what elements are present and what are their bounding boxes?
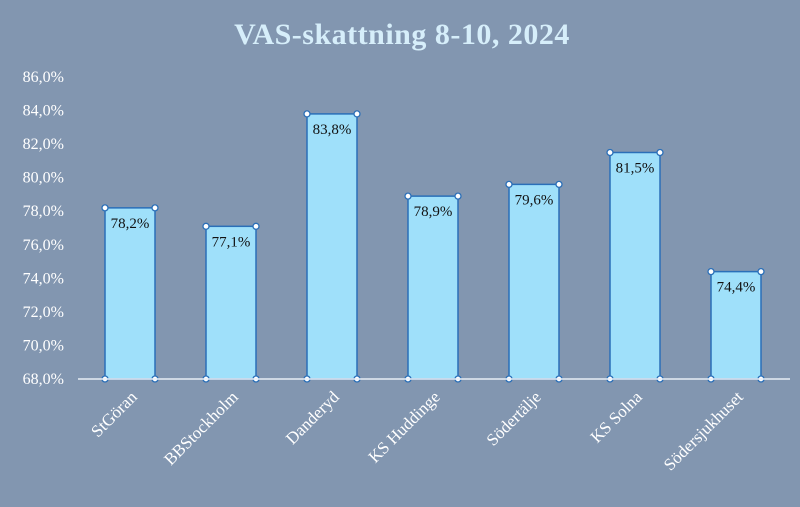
y-tick-label: 76,0%: [23, 237, 64, 254]
bar: [407, 195, 459, 380]
data-label: 78,9%: [414, 204, 453, 220]
x-tick-label: StGöran: [87, 387, 141, 441]
bars: 78,2% 77,1% 83,8% 78,9% 79,6% 81,5% 74,4%: [101, 110, 765, 383]
bar-corner-handle: [353, 110, 361, 118]
chart-title: VAS-skattning 8-10, 2024: [234, 18, 570, 51]
data-label: 81,5%: [616, 161, 655, 177]
bar-corner-handle: [404, 192, 412, 200]
bar-corner-handle: [101, 204, 109, 212]
data-label: 78,2%: [111, 216, 150, 232]
bar-corner-handle: [151, 204, 159, 212]
data-label: 79,6%: [515, 192, 554, 208]
x-tick-label: BBStockholm: [160, 387, 242, 469]
y-tick-label: 78,0%: [23, 203, 64, 220]
data-label: 74,4%: [717, 280, 756, 296]
bar-corner-handle: [252, 222, 260, 230]
bar-corner-handle: [555, 180, 563, 189]
x-tick-label: Södersjukhuset: [660, 387, 747, 474]
bar: [609, 151, 661, 380]
bar: [104, 207, 156, 380]
bar-corner-handle: [454, 192, 462, 200]
x-tick-label: Danderyd: [282, 387, 343, 448]
x-axis: StGöran BBStockholm Danderyd KS Huddinge Söd…: [78, 378, 790, 474]
data-label: 77,1%: [212, 234, 251, 250]
data-label: 83,8%: [313, 122, 352, 138]
y-tick-label: 74,0%: [23, 270, 64, 287]
y-tick-label: 80,0%: [23, 170, 64, 187]
y-tick-label: 84,0%: [23, 103, 64, 120]
y-tick-label: 68,0%: [23, 371, 64, 388]
bar-corner-handle: [707, 267, 715, 276]
bar-corner-handle: [303, 110, 311, 118]
x-tick-label: KS Solna: [587, 387, 647, 447]
bar-corner-handle: [757, 267, 765, 276]
bar: [508, 183, 560, 380]
y-axis: 68,0% 70,0% 72,0% 74,0% 76,0% 78,0% 80,0% 82,0%…: [23, 69, 64, 388]
y-tick-label: 70,0%: [23, 337, 64, 354]
y-tick-label: 82,0%: [23, 136, 64, 153]
bar-corner-handle: [656, 148, 664, 157]
bar: [306, 113, 358, 380]
x-tick-label: KS Huddinge: [365, 387, 444, 466]
x-tick-label: Södertälje: [483, 387, 545, 449]
bar-corner-handle: [505, 180, 513, 189]
y-tick-label: 86,0%: [23, 69, 64, 86]
bar-corner-handle: [606, 148, 614, 157]
y-tick-label: 72,0%: [23, 304, 64, 321]
bar-corner-handle: [202, 222, 210, 230]
